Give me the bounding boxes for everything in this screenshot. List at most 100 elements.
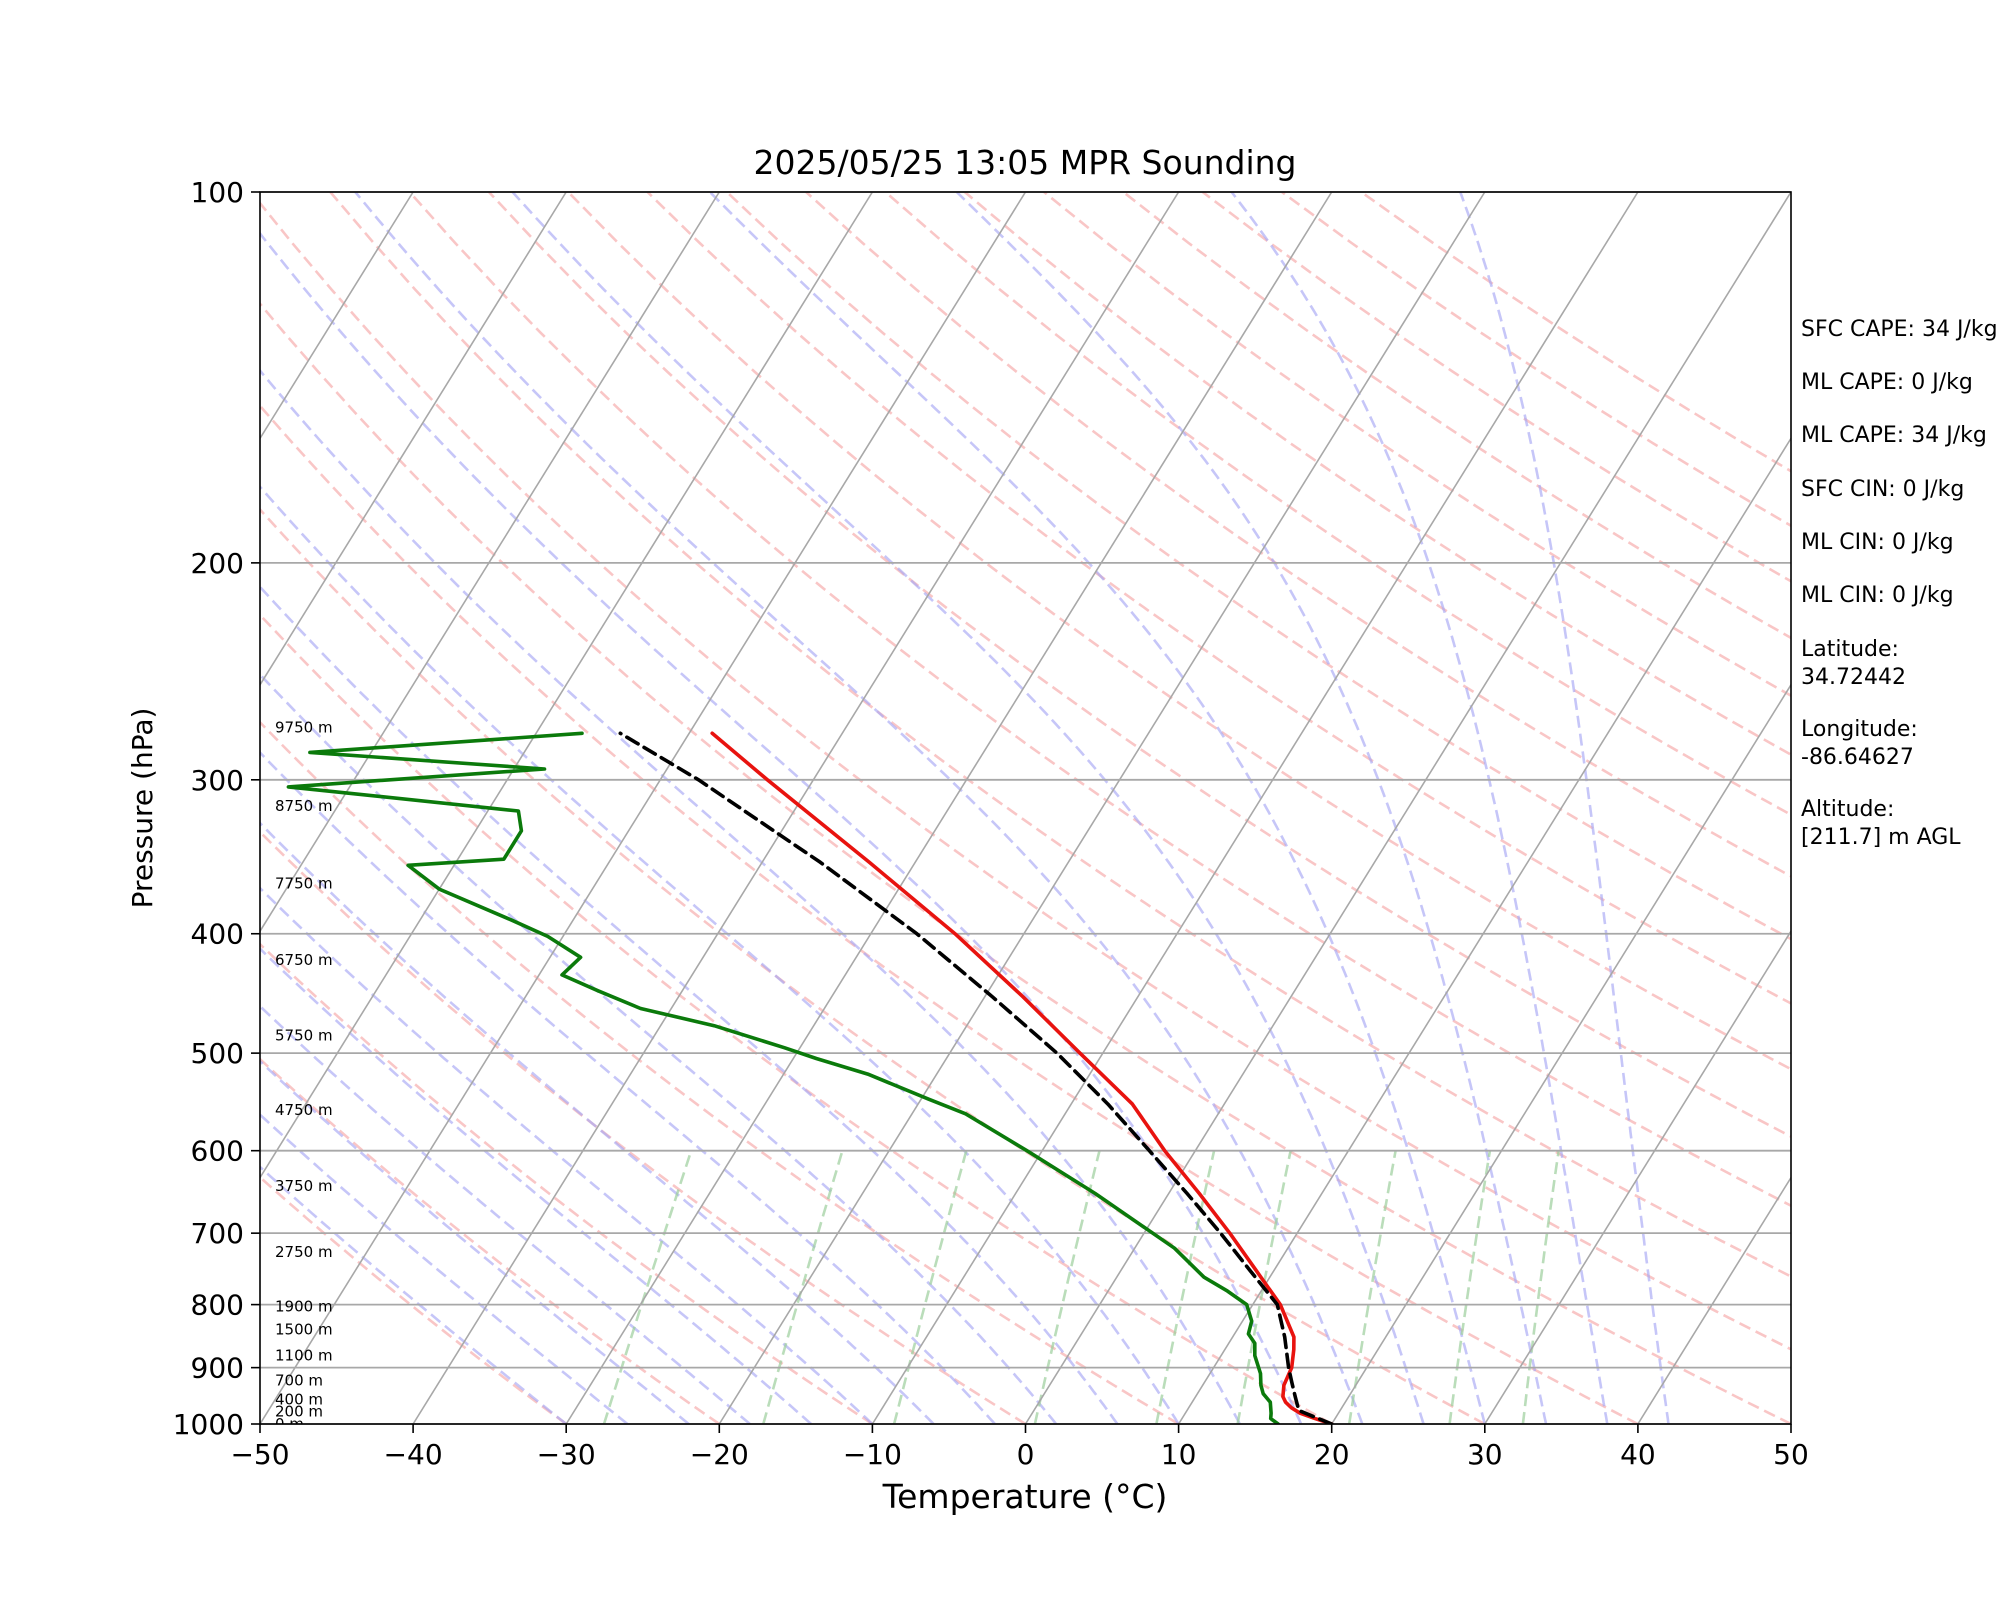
- sfc-cape-text: SFC CAPE: 34 J/kg: [1801, 317, 1998, 342]
- dry-adiabat: [963, 192, 1791, 757]
- moist-adiabat: [260, 368, 1241, 1424]
- y-tick-label: 900: [191, 1352, 244, 1385]
- x-tick-label: 10: [1161, 1438, 1197, 1471]
- height-label: 4750 m: [275, 1101, 333, 1119]
- mixing-ratio-line: [1448, 1150, 1492, 1424]
- dry-adiabat: [408, 192, 1791, 1208]
- moist-adiabat: [511, 192, 1425, 1424]
- isotherm: [260, 192, 414, 440]
- dry-adiabat: [260, 942, 874, 1424]
- latitude-label: Latitude:: [1801, 637, 1899, 662]
- isotherm: [565, 192, 1333, 1424]
- x-tick-label: 50: [1773, 1438, 1809, 1471]
- height-label: 7750 m: [275, 874, 333, 892]
- isotherm: [1024, 192, 1791, 1424]
- x-tick-label: −10: [843, 1438, 902, 1471]
- y-axis-label: Pressure (hPa): [126, 708, 159, 909]
- dry-adiabat: [260, 1175, 567, 1424]
- isotherm: [871, 192, 1639, 1424]
- isotherm: [412, 192, 1180, 1424]
- dry-adiabat: [805, 192, 1791, 878]
- isotherm: [0, 192, 107, 1424]
- height-label: 400 m: [275, 1390, 323, 1408]
- height-label: 3750 m: [275, 1177, 333, 1195]
- y-tick-label: 1000: [173, 1408, 244, 1441]
- moist-adiabat: [260, 750, 996, 1424]
- dry-adiabat: [260, 403, 1639, 1424]
- moist-adiabat: [260, 1004, 751, 1424]
- dry-adiabat: [1043, 192, 1791, 698]
- mixing-ratio-line: [1155, 1150, 1216, 1424]
- moist-adiabat: [260, 584, 1119, 1424]
- mixing-ratio-line: [1033, 1150, 1101, 1424]
- moist-adiabat: [354, 192, 1364, 1424]
- longitude-label: Longitude:: [1801, 717, 1918, 742]
- dry-adiabat: [260, 1057, 721, 1424]
- isotherm: [718, 192, 1486, 1424]
- dry-adiabat: [567, 192, 1791, 1071]
- moist-adiabat: [708, 192, 1487, 1424]
- height-label: 5750 m: [275, 1027, 333, 1045]
- y-tick-label: 100: [191, 176, 244, 209]
- y-tick-label: 200: [191, 547, 244, 580]
- isotherm: [1177, 436, 1791, 1424]
- x-tick-label: 0: [1017, 1438, 1035, 1471]
- x-tick-label: 20: [1314, 1438, 1350, 1471]
- mu-cin-text: ML CIN: 0 J/kg: [1801, 583, 1954, 608]
- isotherm: [260, 192, 720, 933]
- moist-adiabat: [260, 886, 874, 1424]
- axes: −50 −40 −30 −20 −10 0 10 20 30 40 50 100 200 300 400 50…: [173, 176, 1809, 1471]
- y-tick-label: 500: [191, 1037, 244, 1070]
- height-label: 1100 m: [275, 1347, 333, 1365]
- dry-adiabat: [260, 507, 1486, 1424]
- dry-adiabat: [260, 613, 1333, 1424]
- dry-adiabat: [260, 720, 1180, 1424]
- dry-adiabat: [329, 192, 1791, 1278]
- reference-lines: [0, 192, 1791, 1424]
- profile-lines: [286, 731, 1334, 1424]
- x-tick-label: 30: [1467, 1438, 1503, 1471]
- dry-adiabat: [725, 192, 1791, 941]
- height-label: 0 m: [275, 1415, 304, 1433]
- moist-adiabat: [260, 231, 1303, 1424]
- temperature-line: [710, 731, 1334, 1424]
- moist-adiabat: [1230, 192, 1609, 1424]
- x-tick-label: 40: [1620, 1438, 1656, 1471]
- y-tick-label: 600: [191, 1135, 244, 1168]
- dry-adiabat: [260, 301, 1791, 1424]
- y-tick-label: 300: [191, 764, 244, 797]
- moist-adiabat: [260, 672, 1058, 1424]
- mixing-ratio-line: [762, 1150, 844, 1424]
- moist-adiabat: [955, 192, 1548, 1424]
- height-label: 1500 m: [275, 1320, 333, 1338]
- mu-cape-text: ML CAPE: 34 J/kg: [1801, 423, 1987, 448]
- altitude-label: Altitude:: [1801, 797, 1895, 822]
- y-tick-label: 800: [191, 1289, 244, 1322]
- altitude-value: [211.7] m AGL: [1801, 825, 1961, 850]
- ml-cin-text: ML CIN: 0 J/kg: [1801, 530, 1954, 555]
- isotherm: [1484, 929, 1791, 1424]
- height-label: 2750 m: [275, 1243, 333, 1261]
- parcel-path-line: [618, 731, 1334, 1424]
- y-tick-label: 400: [191, 918, 244, 951]
- moist-adiabat: [260, 1059, 690, 1424]
- chart-title: 2025/05/25 13:05 MPR Sounding: [753, 143, 1296, 182]
- mixing-ratio-line: [892, 1150, 968, 1424]
- isotherm: [260, 192, 567, 687]
- dry-adiabat: [646, 192, 1791, 1005]
- isotherm: [1637, 1176, 1791, 1424]
- height-label: 1900 m: [275, 1298, 333, 1316]
- dewpoint-line: [286, 731, 1280, 1424]
- x-tick-label: −50: [230, 1438, 289, 1471]
- longitude-value: -86.64627: [1801, 745, 1914, 770]
- x-tick-label: −40: [384, 1438, 443, 1471]
- height-label: 200 m: [275, 1403, 323, 1421]
- mixing-ratio-line: [1521, 1150, 1560, 1424]
- x-tick-label: −30: [537, 1438, 596, 1471]
- isotherm: [260, 192, 1027, 1424]
- latitude-value: 34.72442: [1801, 665, 1906, 690]
- moist-adiabat: [1459, 192, 1670, 1424]
- height-label: 8750 m: [275, 797, 333, 815]
